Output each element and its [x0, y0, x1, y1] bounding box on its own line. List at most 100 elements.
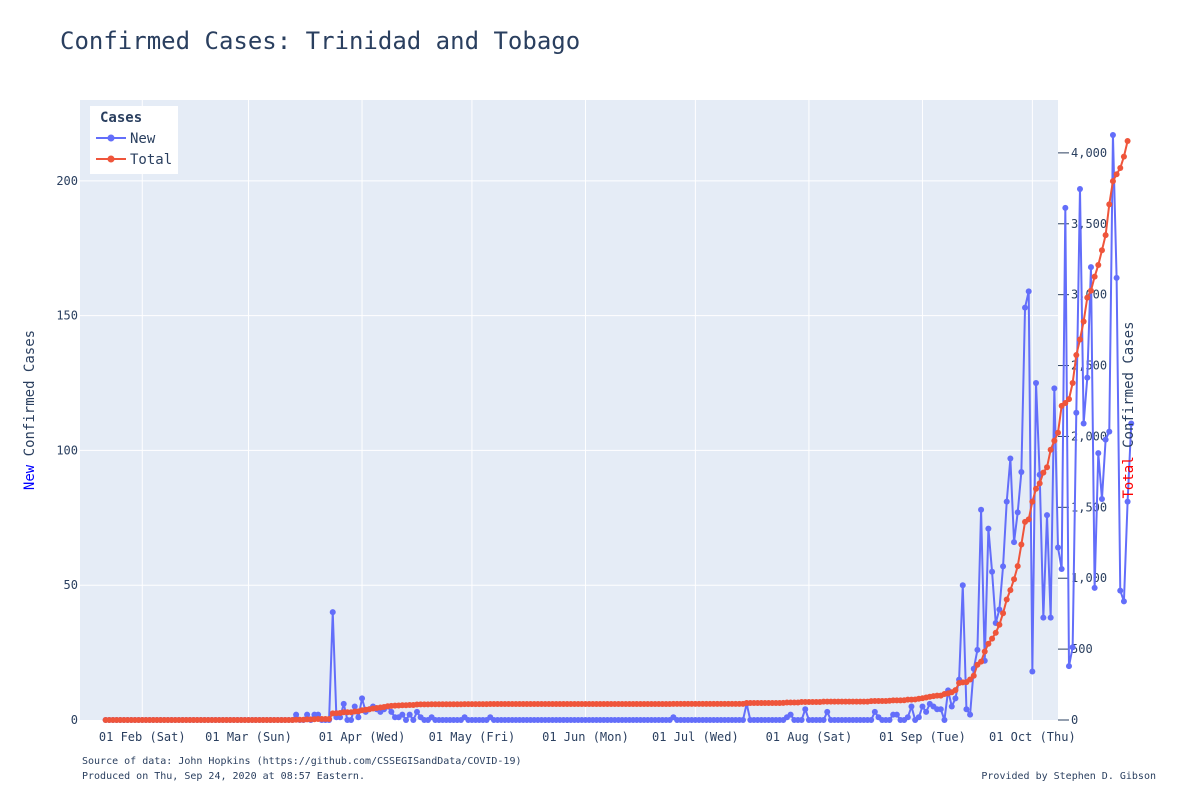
x-tick-label: 01 May (Fri) — [429, 730, 516, 744]
data-point-total — [1069, 379, 1076, 386]
data-point-new — [1098, 495, 1105, 502]
data-point-total — [970, 672, 977, 679]
y-axis-left-title-highlight: New — [22, 464, 38, 490]
data-point-new — [937, 706, 944, 713]
data-point-new — [1128, 420, 1135, 427]
y-right-tick-label: 1,500 — [1071, 500, 1107, 514]
data-point-new — [1029, 668, 1036, 675]
data-point-new — [886, 717, 893, 723]
gridlines — [80, 100, 1058, 720]
data-point-new — [1018, 469, 1025, 475]
data-point-total — [985, 640, 992, 647]
data-point-total — [1095, 262, 1102, 269]
data-point-total — [952, 687, 959, 694]
data-point-new — [904, 714, 911, 721]
legend-label-total: Total — [130, 152, 172, 168]
data-point-new — [739, 717, 746, 723]
data-point-new — [1124, 498, 1131, 505]
data-point-new — [340, 700, 347, 707]
data-point-new — [824, 708, 831, 715]
data-point-total — [1080, 318, 1087, 325]
data-point-total — [1003, 596, 1010, 603]
legend-label-new: New — [130, 131, 156, 147]
data-point-new — [1106, 428, 1113, 435]
data-point-total — [1040, 469, 1047, 476]
data-point-new — [1109, 132, 1116, 139]
data-point-new — [952, 695, 959, 702]
data-point-new — [1062, 204, 1069, 211]
data-point-total — [978, 658, 985, 665]
legend-marker-new — [107, 134, 115, 142]
data-point-new — [908, 703, 915, 710]
data-point-new — [893, 711, 900, 718]
legend-item-new[interactable]: New — [96, 131, 156, 147]
y-axis-left-title: New Confirmed Cases — [22, 330, 38, 490]
data-point-new — [1084, 374, 1091, 381]
data-point-new — [1058, 566, 1065, 573]
data-point-total — [996, 621, 1003, 628]
data-point-total — [967, 676, 974, 683]
y-right-tick-label: 0 — [1071, 713, 1078, 727]
data-point-total — [1091, 273, 1098, 280]
legend-item-total[interactable]: Total — [96, 152, 172, 168]
y-left-tick-label: 200 — [56, 174, 78, 188]
y-right-tick-label: 2,000 — [1071, 429, 1107, 443]
data-point-new — [399, 711, 406, 718]
y-right-tick-label: 500 — [1071, 642, 1093, 656]
data-point-total — [1018, 541, 1025, 548]
data-point-new — [355, 714, 362, 721]
x-tick-label: 01 Feb (Sat) — [99, 730, 186, 744]
data-point-total — [1113, 171, 1120, 178]
data-point-new — [304, 711, 311, 718]
data-point-total — [1120, 153, 1127, 160]
data-point-total — [981, 648, 988, 655]
data-point-total — [1025, 516, 1032, 523]
data-point-new — [1007, 455, 1014, 462]
footer-produced: Produced on Thu, Sep 24, 2020 at 08:57 E… — [82, 771, 365, 782]
data-point-new — [1014, 509, 1021, 516]
x-tick-label: 01 Apr (Wed) — [319, 730, 406, 744]
data-point-new — [406, 711, 413, 718]
x-tick-label: 01 Jun (Mon) — [542, 730, 629, 744]
data-point-new — [1069, 644, 1076, 651]
y-axis-right-title-rest: Confirmed Cases — [1121, 321, 1137, 456]
data-point-new — [1120, 598, 1127, 605]
data-point-new — [868, 717, 875, 723]
y-right-tick-label: 3,500 — [1071, 217, 1107, 231]
legend[interactable]: Cases New Total — [90, 106, 178, 174]
data-point-new — [1040, 614, 1047, 621]
data-point-new — [948, 703, 955, 710]
data-point-total — [1029, 498, 1036, 505]
data-point-new — [1011, 539, 1018, 546]
data-point-new — [293, 711, 300, 718]
data-point-new — [996, 606, 1003, 613]
x-tick-label: 01 Sep (Tue) — [879, 730, 966, 744]
data-point-new — [1047, 614, 1054, 621]
legend-box — [90, 106, 178, 174]
data-point-new — [978, 506, 985, 513]
data-point-new — [1055, 544, 1061, 551]
data-point-new — [410, 717, 417, 723]
data-point-total — [326, 716, 333, 723]
data-point-new — [1000, 563, 1007, 570]
y-left-tick-label: 0 — [71, 713, 78, 727]
data-point-new — [1065, 663, 1072, 670]
series-layer — [102, 132, 1135, 723]
legend-marker-total — [107, 155, 115, 163]
y-axis-left: 0 50 100 150 200 — [56, 174, 78, 727]
plot-area — [80, 100, 1058, 720]
data-point-new — [923, 708, 930, 715]
data-point-new — [985, 525, 992, 532]
y-left-tick-label: 100 — [56, 443, 78, 457]
data-point-new — [787, 711, 794, 718]
data-point-total — [1036, 480, 1043, 487]
y-right-tick-label: 2,500 — [1071, 359, 1107, 373]
data-point-total — [1051, 437, 1058, 444]
data-point-total — [1055, 429, 1061, 436]
data-point-new — [1117, 587, 1124, 594]
data-point-total — [1062, 399, 1069, 406]
data-point-new — [1102, 436, 1109, 443]
legend-title: Cases — [100, 110, 142, 126]
y-right-tick-label: 1,000 — [1071, 571, 1107, 585]
